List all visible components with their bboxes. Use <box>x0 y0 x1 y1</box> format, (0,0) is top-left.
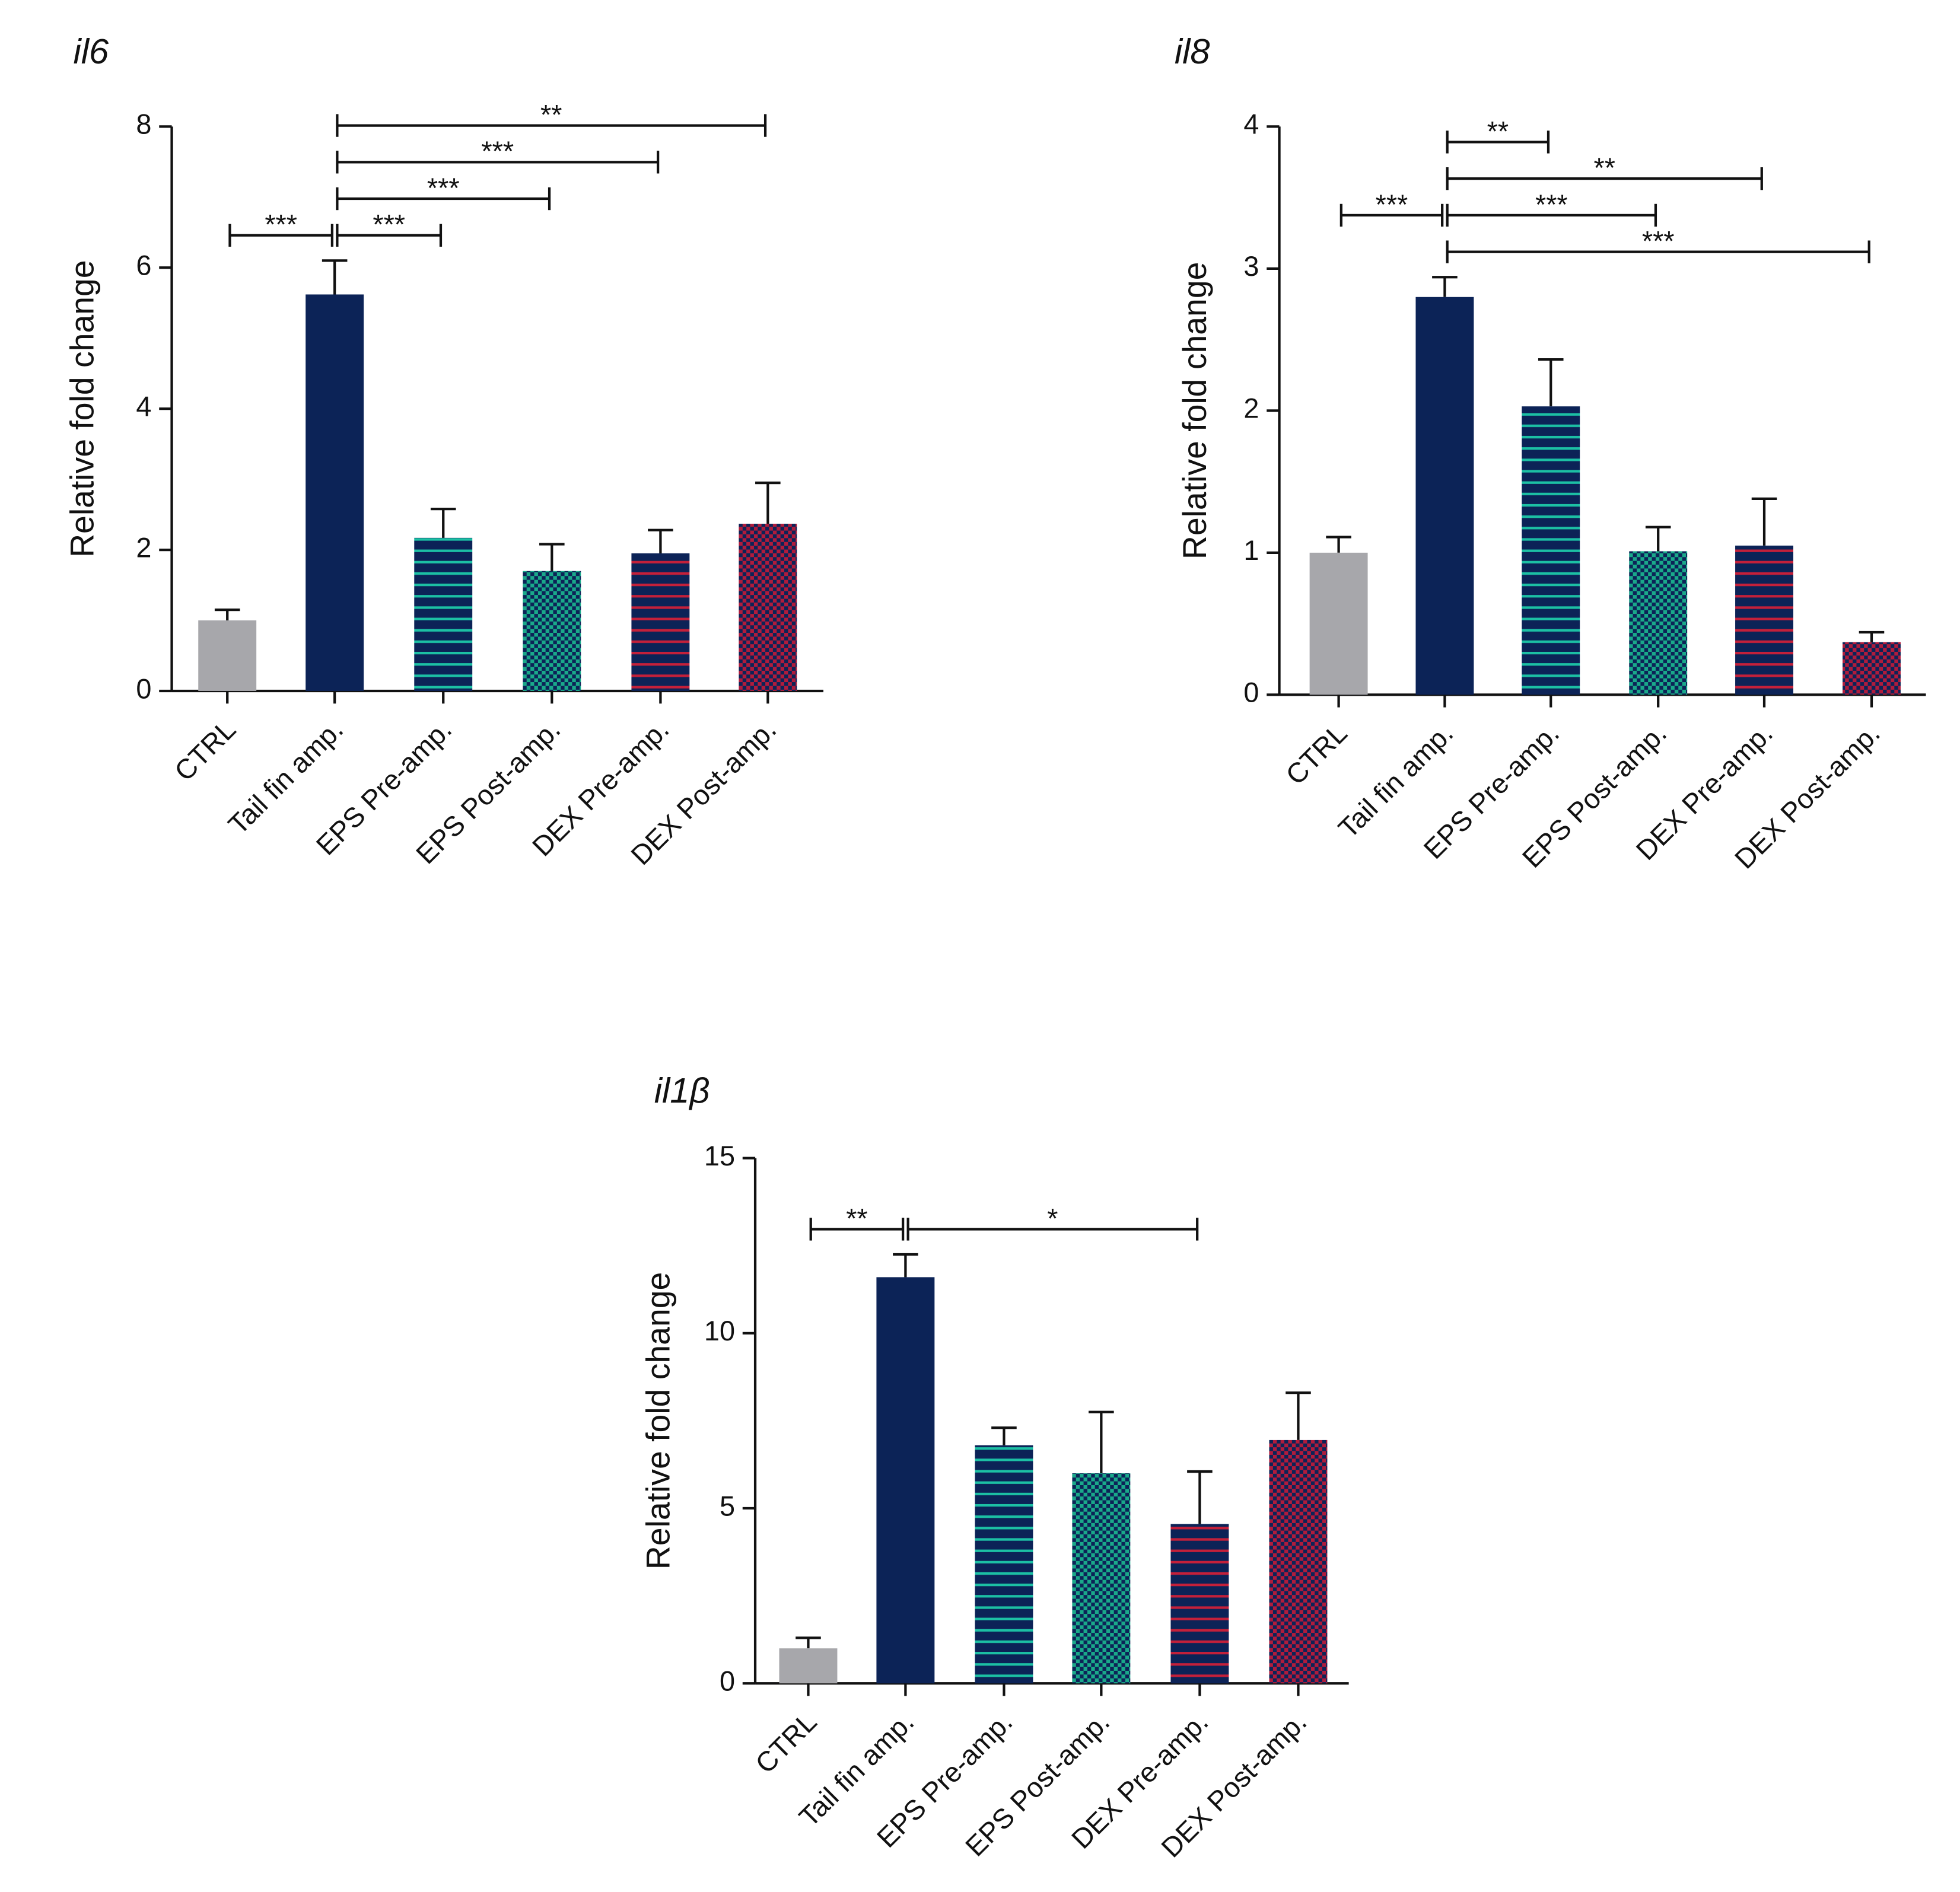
significance-label: *** <box>1535 189 1568 220</box>
significance-label: *** <box>373 209 405 240</box>
bar <box>1735 545 1793 695</box>
x-tick-label: CTRL <box>1280 718 1353 791</box>
bar <box>1072 1473 1131 1684</box>
bar <box>1843 642 1901 695</box>
y-tick-label: 15 <box>704 1141 735 1171</box>
y-tick-label: 0 <box>720 1666 735 1697</box>
significance-label: ** <box>540 99 562 130</box>
y-axis-label: Relative fold change <box>64 260 101 557</box>
significance-label: ** <box>1593 152 1615 183</box>
y-axis-label: Relative fold change <box>639 1272 676 1570</box>
y-tick-label: 4 <box>1243 109 1259 140</box>
y-tick-label: 10 <box>704 1316 735 1346</box>
chart-title: il6 <box>73 31 109 71</box>
chart-title: il8 <box>1175 31 1210 71</box>
bar <box>631 553 690 691</box>
x-tick-label: CTRL <box>168 714 241 786</box>
bar <box>1629 551 1688 695</box>
y-tick-label: 5 <box>720 1490 735 1521</box>
bar <box>876 1277 935 1684</box>
bar <box>414 537 473 691</box>
significance-label: * <box>1047 1203 1058 1234</box>
y-tick-label: 2 <box>136 532 151 563</box>
y-tick-label: 0 <box>1243 677 1259 708</box>
y-tick-label: 4 <box>136 391 151 422</box>
y-tick-label: 3 <box>1243 251 1259 282</box>
significance-label: *** <box>481 136 514 167</box>
bar <box>1415 297 1474 695</box>
x-tick-label: CTRL <box>749 1706 822 1779</box>
bar <box>1269 1439 1328 1684</box>
bar <box>739 524 797 691</box>
bar <box>523 571 581 691</box>
y-tick-label: 8 <box>136 109 151 140</box>
bar <box>306 294 364 691</box>
significance-label: ** <box>1487 116 1509 146</box>
bar <box>1309 552 1368 695</box>
bar <box>1522 406 1580 695</box>
bar <box>1170 1524 1229 1684</box>
y-tick-label: 0 <box>136 673 151 704</box>
significance-label: *** <box>1642 226 1675 257</box>
significance-label: *** <box>1376 189 1408 220</box>
y-tick-label: 1 <box>1243 535 1259 566</box>
bar <box>198 620 257 691</box>
significance-label: ** <box>846 1203 867 1234</box>
y-tick-label: 6 <box>136 250 151 281</box>
bar <box>975 1445 1033 1684</box>
significance-label: *** <box>265 209 297 240</box>
bar <box>779 1648 838 1684</box>
y-tick-label: 2 <box>1243 393 1259 424</box>
y-axis-label: Relative fold change <box>1176 262 1213 559</box>
significance-label: *** <box>427 173 460 203</box>
chart-title: il1β <box>654 1071 710 1110</box>
